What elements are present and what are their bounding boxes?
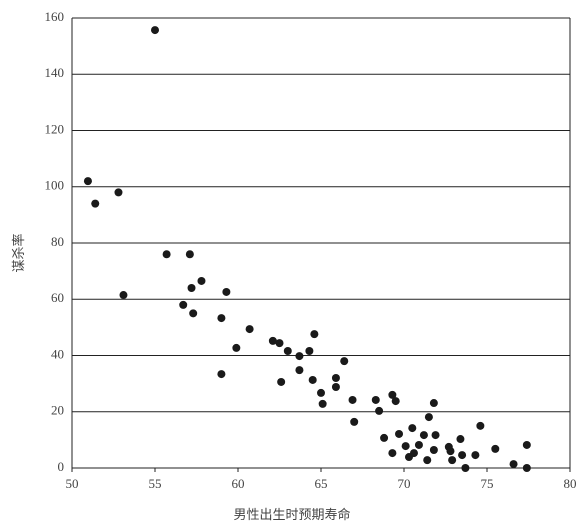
x-tick-label: 60 [232,476,245,491]
point [401,442,410,451]
point [424,413,433,422]
point [388,390,397,399]
point [456,435,465,444]
point [268,336,277,345]
point [331,374,340,382]
y-tick-label: 0 [58,459,65,474]
y-axis-label: 谋杀率 [11,233,26,272]
point [491,444,500,453]
point [423,456,432,465]
point [380,433,389,442]
point [91,199,100,208]
point [308,375,317,384]
x-tick-label: 55 [149,476,162,491]
point [340,357,349,366]
x-tick-label: 80 [564,476,577,491]
point [458,451,467,460]
point [409,449,418,458]
point [277,377,286,386]
y-tick-label: 20 [51,403,64,418]
point [419,431,428,440]
point [295,366,304,375]
point [275,339,284,348]
point [217,314,226,323]
point [310,330,319,339]
point [151,26,159,35]
point [317,388,325,397]
x-tick-label: 70 [398,476,411,491]
point [119,291,128,300]
point [83,177,92,186]
point [446,447,455,456]
point [509,460,518,469]
point [391,397,400,406]
y-tick-label: 140 [45,65,65,80]
point [114,188,123,197]
y-tick-label: 80 [51,234,64,249]
point [305,347,314,355]
point [245,325,254,334]
point [431,431,440,440]
point [375,406,384,415]
point [522,440,531,449]
x-tick-label: 75 [481,476,494,491]
point [429,399,438,408]
x-axis-label: 男性出生时预期寿命 [233,507,350,522]
point [429,446,438,454]
point [197,276,206,285]
point [222,287,231,296]
point [185,250,194,259]
point [461,464,470,472]
point [476,421,485,430]
point [295,352,304,361]
point [318,399,327,408]
point [162,250,171,259]
point [350,417,359,426]
y-tick-label: 120 [45,121,65,136]
y-tick-label: 60 [51,290,64,305]
x-tick-label: 50 [66,476,79,491]
x-tick-label: 65 [315,476,328,491]
y-tick-label: 160 [45,9,65,24]
y-tick-label: 40 [51,346,64,361]
point [522,464,531,472]
point [408,424,417,433]
y-tick-label: 100 [45,178,65,193]
point [414,440,423,449]
point [331,383,340,391]
point [388,449,397,458]
point [217,370,226,379]
point [371,395,380,404]
point [395,429,404,438]
point [232,343,241,352]
point [348,395,357,404]
point [189,309,198,318]
point [471,451,480,460]
point [283,347,292,355]
point [448,456,457,465]
point [179,300,188,309]
point [187,284,196,292]
